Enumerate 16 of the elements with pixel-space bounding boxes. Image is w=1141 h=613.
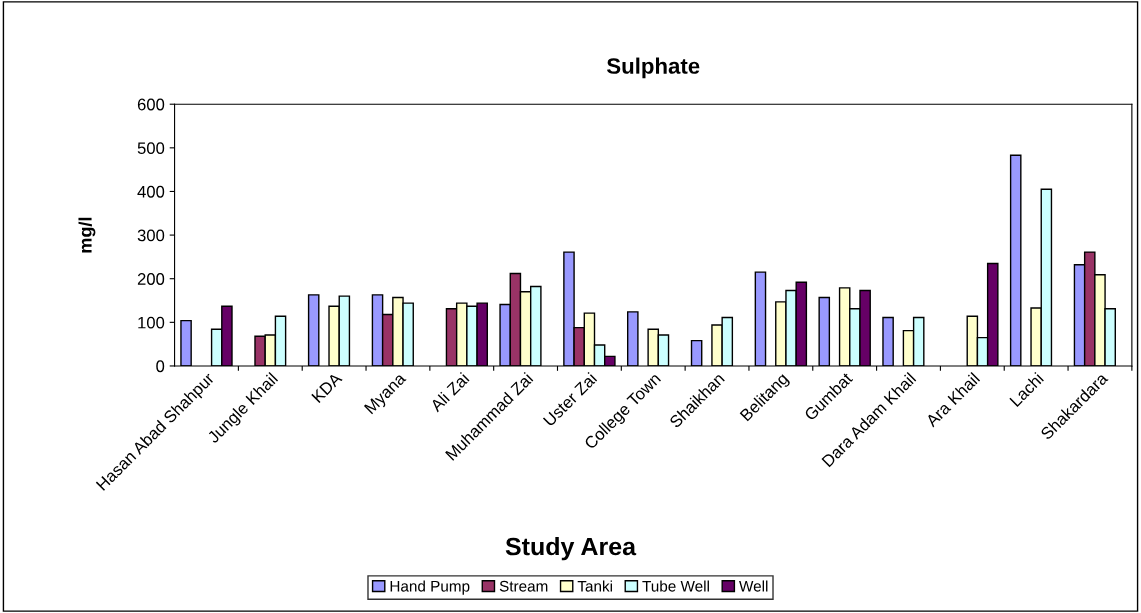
y-tick-label: 300 [137, 229, 165, 242]
legend-label: Tanki [577, 580, 612, 592]
y-tick-label: 0 [156, 360, 165, 373]
legend-label: Hand Pump [390, 580, 470, 595]
legend-label: Well [739, 580, 768, 592]
y-tick-label: 600 [137, 98, 165, 111]
chart-title: Sulphate [606, 57, 700, 79]
y-tick-label: 200 [137, 273, 165, 285]
legend-label: Tube Well [642, 580, 709, 592]
y-tick-label: 100 [138, 316, 165, 329]
x-axis-title: Study Area [505, 536, 637, 561]
y-tick-label: 500 [137, 142, 165, 155]
y-tick-label: 400 [137, 185, 165, 198]
x-tick-label: KDA [311, 371, 343, 403]
y-axis-title: mg/l [78, 217, 96, 253]
legend-label: Stream [499, 580, 548, 592]
